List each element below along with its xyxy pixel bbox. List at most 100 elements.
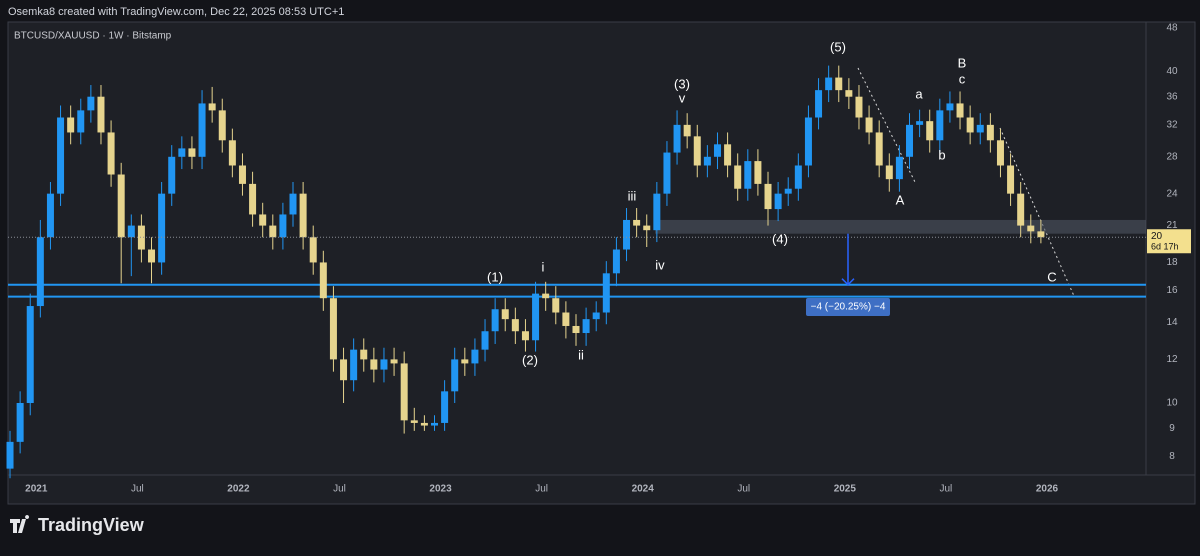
candle-body: [46, 193, 54, 238]
candle-body: [178, 148, 186, 157]
candle-body: [309, 237, 317, 263]
y-tick-label: 10: [1166, 398, 1178, 409]
last-price-label: 20: [1151, 231, 1163, 242]
y-tick-label: 18: [1166, 257, 1178, 268]
last-price-box: [1147, 229, 1191, 254]
candle-body: [724, 144, 732, 166]
measure-box: [806, 298, 890, 316]
wave-label: (5): [830, 39, 846, 54]
chart-title: BTCUSD/XAUUSD · 1W · Bitstamp: [14, 31, 172, 42]
candle-body: [552, 298, 560, 313]
candle-body: [804, 117, 812, 166]
wave-label: c: [959, 71, 966, 86]
candle-body: [653, 193, 661, 231]
y-tick-label: 9: [1169, 423, 1175, 434]
candle-body: [77, 110, 85, 133]
candle-body: [865, 117, 873, 133]
candle-body: [855, 96, 863, 118]
candle-body: [127, 225, 135, 238]
candle-body: [238, 165, 246, 184]
candle-body: [683, 124, 691, 137]
wave-label: v: [679, 90, 686, 105]
candle-body: [36, 237, 44, 307]
candle-body: [693, 136, 701, 166]
candle-body: [451, 359, 459, 392]
x-tick-label: 2026: [1036, 484, 1059, 495]
y-tick-label: 36: [1166, 91, 1178, 102]
candle-body: [501, 309, 509, 320]
x-tick-label: Jul: [737, 484, 750, 495]
candle-body: [815, 90, 823, 118]
candle-body: [26, 306, 34, 403]
candle-body: [623, 219, 631, 250]
logo: TradingView: [10, 515, 145, 535]
candle-body: [370, 359, 378, 370]
candle-body: [491, 309, 499, 332]
trendline: [999, 127, 1075, 297]
candle-body: [916, 121, 924, 125]
wave-label: iv: [655, 257, 665, 272]
header: Osemka8 created with TradingView.com, De…: [8, 6, 344, 18]
candle-body: [279, 214, 287, 238]
candle-body: [471, 349, 479, 364]
candle-body: [713, 144, 721, 157]
candle-body: [673, 124, 681, 153]
candle-body: [350, 349, 358, 381]
candle-body: [946, 103, 954, 111]
candle-body: [107, 132, 115, 175]
candle-body: [360, 349, 368, 360]
candle-body: [511, 319, 519, 332]
candle-body: [744, 161, 752, 189]
candle-body: [137, 225, 145, 250]
candle-body: [956, 103, 964, 118]
candle-body: [228, 140, 236, 166]
y-tick-label: 40: [1166, 66, 1178, 77]
candle-body: [612, 249, 620, 274]
candle-body: [430, 422, 438, 426]
candle-body: [784, 188, 792, 194]
candle-body: [299, 193, 307, 238]
candle-body: [764, 183, 772, 210]
measure-arrowhead: [841, 278, 855, 286]
wave-label: (1): [487, 269, 503, 284]
candle-body: [572, 325, 580, 334]
candle-body: [926, 121, 934, 141]
candle-body: [875, 132, 883, 166]
wave-label: B: [958, 55, 967, 70]
candle-body: [966, 117, 974, 133]
x-tick-label: Jul: [333, 484, 346, 495]
candle-body: [663, 152, 671, 194]
candle-body: [825, 77, 833, 91]
candle-body: [380, 359, 388, 370]
candle-body: [441, 391, 449, 423]
candle-body: [835, 77, 843, 91]
y-tick-label: 32: [1166, 120, 1178, 131]
wave-label: a: [915, 86, 923, 101]
candle-body: [774, 193, 782, 210]
candle-body: [703, 156, 711, 166]
candle-body: [906, 124, 914, 157]
x-tick-label: 2025: [834, 484, 857, 495]
candle-body: [329, 298, 337, 360]
candle-body: [602, 273, 610, 313]
y-tick-label: 12: [1166, 354, 1178, 365]
candle-body: [643, 225, 651, 231]
x-tick-label: 2021: [25, 484, 48, 495]
candle-body: [188, 148, 196, 157]
candle-body: [16, 402, 24, 442]
candle-body: [97, 96, 105, 133]
countdown: 6d 17h: [1151, 242, 1179, 252]
trendline: [857, 67, 916, 183]
candle-body: [996, 140, 1004, 166]
candle-body: [481, 331, 489, 350]
candle-body: [420, 422, 428, 426]
candle-body: [249, 183, 257, 215]
wave-label: i: [542, 259, 545, 274]
wave-label: (2): [522, 352, 538, 367]
brand: TradingView: [38, 515, 145, 535]
candle-body: [87, 96, 95, 111]
candle-body: [1007, 165, 1015, 194]
candle-body: [734, 165, 742, 189]
candle-body: [117, 174, 125, 238]
